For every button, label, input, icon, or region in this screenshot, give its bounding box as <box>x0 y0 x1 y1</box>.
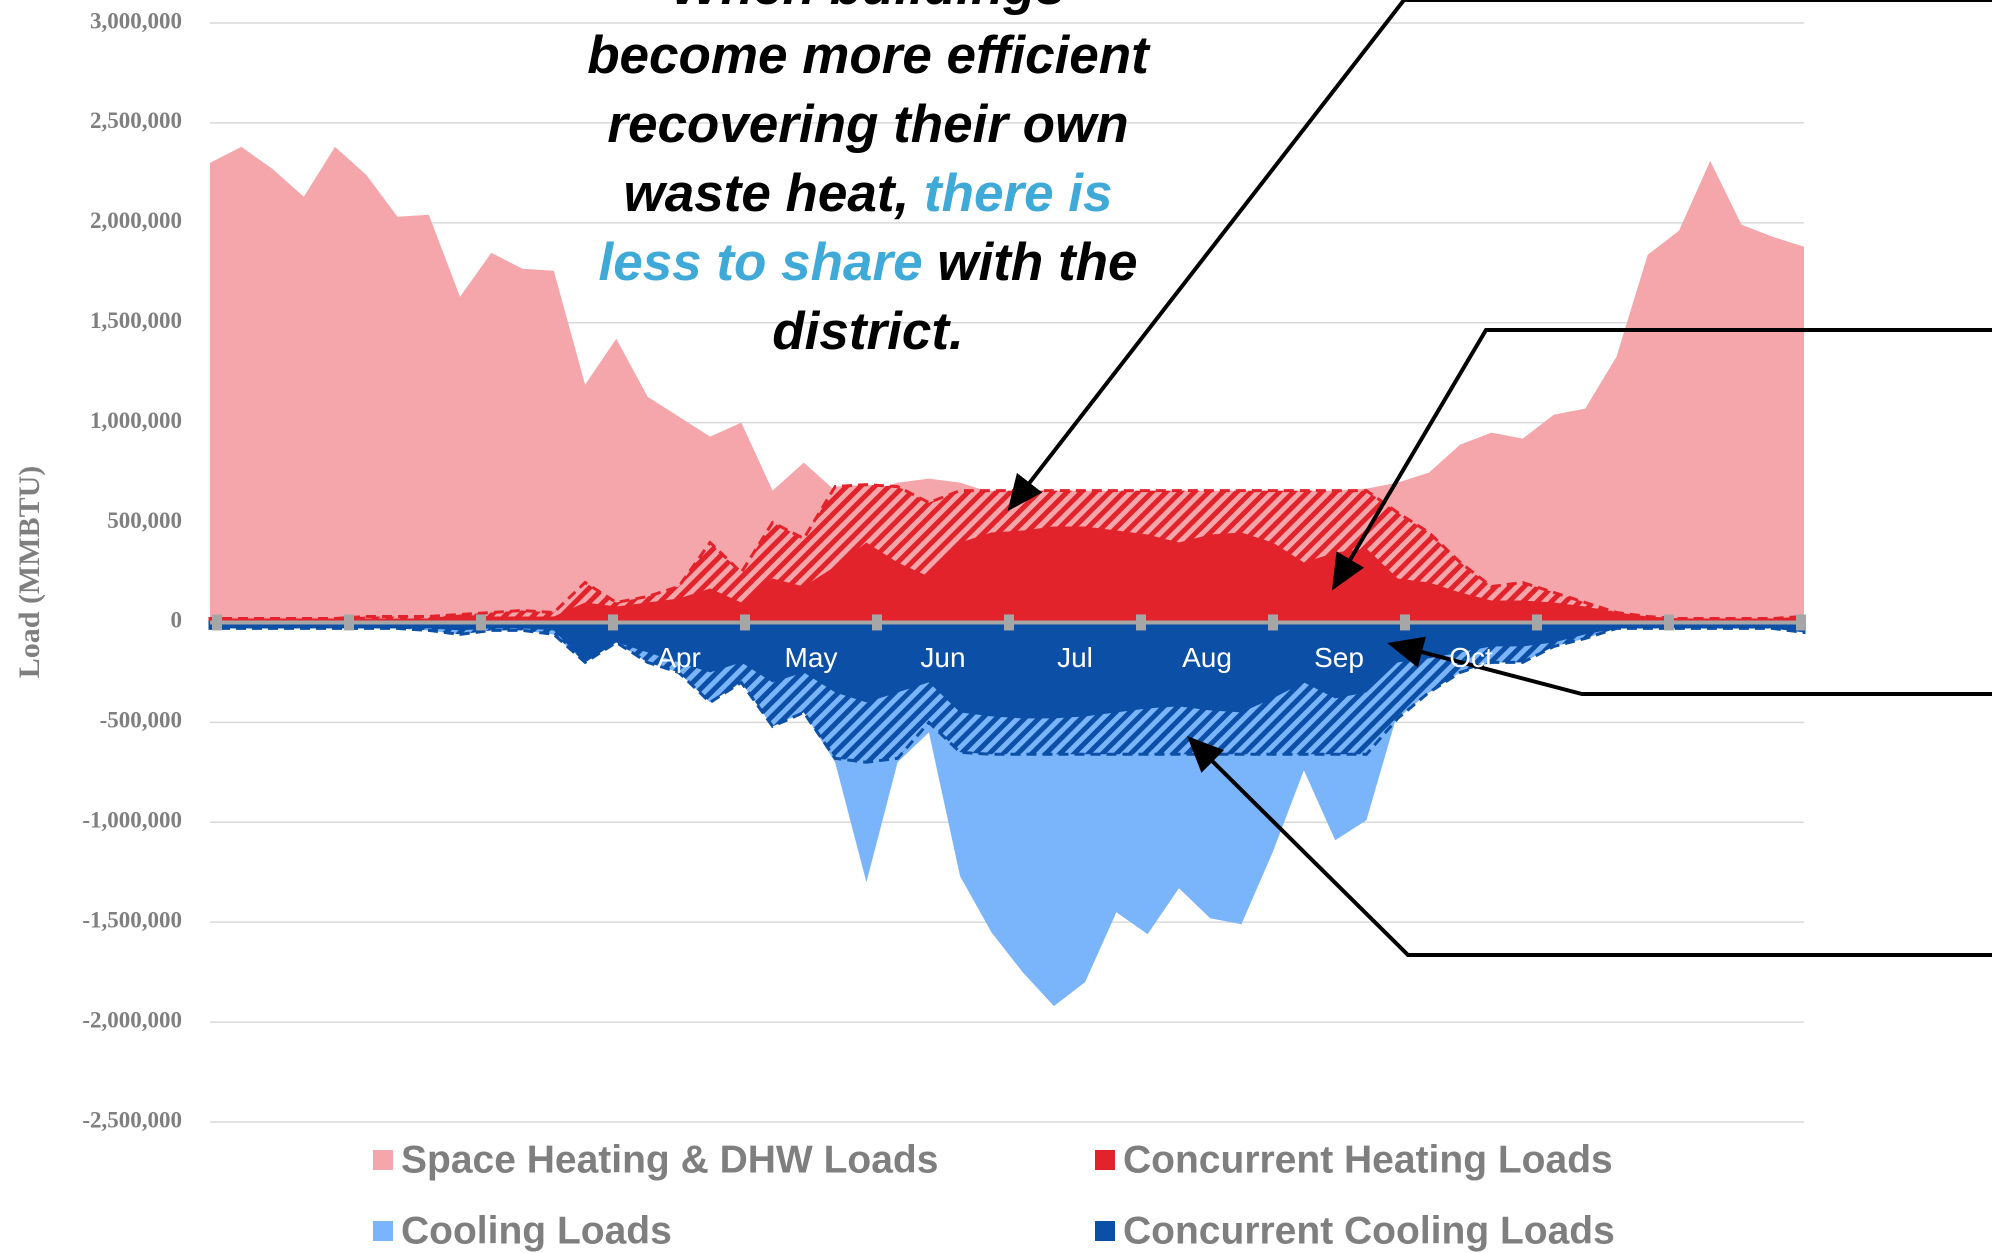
legend-swatch <box>1095 1150 1115 1170</box>
annotation-line: become more efficient <box>587 26 1151 85</box>
month-tick <box>872 614 882 631</box>
y-tick-label: -2,000,000 <box>82 1007 182 1032</box>
y-tick-label: -2,500,000 <box>82 1107 182 1132</box>
y-tick-label: 0 <box>171 608 183 633</box>
arrow <box>1007 0 1992 512</box>
legend-label: Space Heating & DHW Loads <box>401 1138 938 1181</box>
legend-label: Concurrent Cooling Loads <box>1123 1209 1615 1252</box>
y-axis-label: Load (MMBTU) <box>13 466 46 679</box>
area <box>210 622 1804 719</box>
month-tick <box>476 614 486 631</box>
area <box>210 146 1804 623</box>
month-tick <box>1532 614 1542 631</box>
annotation-line: there is <box>924 164 1113 223</box>
arrow <box>1331 328 1992 591</box>
y-tick-label: -1,500,000 <box>82 907 182 932</box>
arrows <box>1007 0 1992 957</box>
legend-label: Cooling Loads <box>401 1209 672 1252</box>
x-tick-label: Feb <box>391 642 439 673</box>
month-tick <box>1268 614 1278 631</box>
annotation: When buildings become more efficient recov… <box>587 0 1151 361</box>
x-tick-label: Dec <box>1710 642 1760 673</box>
month-tick <box>1136 614 1146 631</box>
x-tick-label: Jun <box>920 642 965 673</box>
month-tick <box>344 614 354 631</box>
legend-swatch <box>373 1150 393 1170</box>
x-tick-label: Apr <box>657 642 701 673</box>
y-tick-label: 3,000,000 <box>90 8 182 33</box>
area <box>210 526 1804 623</box>
y-tick-label: 1,000,000 <box>90 408 182 433</box>
month-tick <box>1796 614 1806 631</box>
x-tick-label: Jan <box>260 642 305 673</box>
x-tick-label: May <box>785 642 838 673</box>
y-tick-label: 1,500,000 <box>90 308 182 333</box>
y-tick-label: 2,000,000 <box>90 208 182 233</box>
y-tick-label: 2,500,000 <box>90 108 182 133</box>
legend-label: Concurrent Heating Loads <box>1123 1138 1613 1181</box>
annotation-line: When buildings <box>671 0 1066 16</box>
x-tick-label: Aug <box>1182 642 1232 673</box>
annotation-line: waste heat, <box>624 164 924 223</box>
x-tick-label: Nov <box>1578 642 1628 673</box>
arrow <box>1387 636 1992 696</box>
month-tick <box>740 614 750 631</box>
month-tick <box>1400 614 1410 631</box>
month-tick <box>1004 614 1014 631</box>
legend-swatch <box>1095 1221 1115 1241</box>
arrow <box>1187 736 1992 957</box>
x-tick-label: Mar <box>523 642 571 673</box>
x-tick-label: Sep <box>1314 642 1364 673</box>
y-tick-label: -500,000 <box>100 708 182 733</box>
month-tick <box>608 614 618 631</box>
x-tick-label: Jul <box>1057 642 1093 673</box>
month-tick <box>1664 614 1674 631</box>
y-tick-label: -1,000,000 <box>82 808 182 833</box>
area <box>210 622 1804 1007</box>
annotation-line: district. <box>772 302 963 361</box>
legend-swatch <box>373 1221 393 1241</box>
annotation-line: with the <box>923 233 1138 292</box>
annotation-line: recovering their own <box>607 95 1128 154</box>
x-tick-label: Oct <box>1449 642 1493 673</box>
annotation-line: less to share <box>599 233 923 292</box>
month-tick <box>212 614 222 631</box>
y-tick-label: 500,000 <box>107 508 182 533</box>
